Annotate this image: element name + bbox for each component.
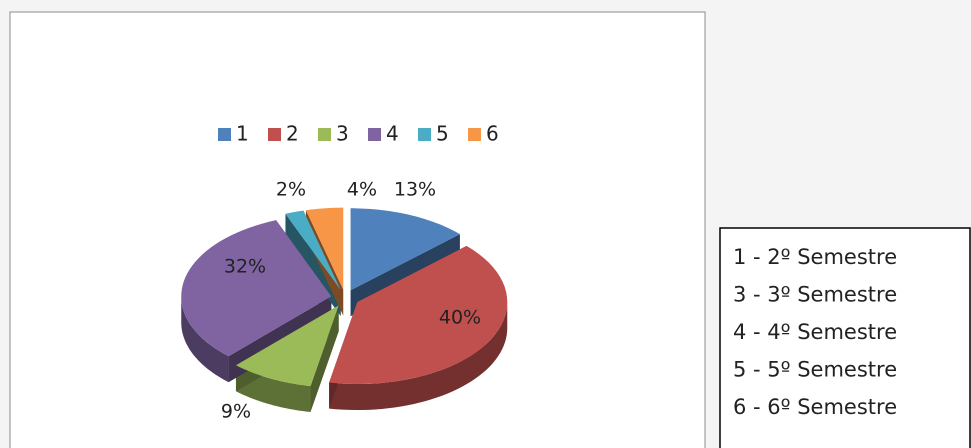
note-line: 5 - 5º Semestre [733,358,897,382]
data-label: 40% [439,307,481,329]
note-line: 1 - 2º Semestre [733,245,897,269]
slice [181,220,332,357]
legend-swatch [318,128,331,141]
legend-label: 6 [486,122,499,146]
legend-label: 2 [286,122,299,146]
data-label: 4% [347,179,377,201]
note-line: 4 - 4º Semestre [733,320,897,344]
data-label: 32% [224,256,266,278]
slice [350,208,460,291]
legend-swatch [368,128,381,141]
slice-side [329,302,508,411]
data-label: 9% [221,401,251,423]
note-line: 3 - 3º Semestre [733,283,897,307]
legend-label: 3 [336,122,349,146]
slice [329,245,508,385]
slice-side [181,296,229,383]
slice [285,210,341,291]
legend-label: 5 [436,122,449,146]
note-line: 6 - 6º Semestre [733,395,897,419]
data-label: 13% [394,179,436,201]
data-label: 2% [276,179,306,201]
slice [235,305,339,387]
legend-swatch [268,128,281,141]
legend-label: 4 [386,122,399,146]
legend-label: 1 [236,122,249,146]
note-box [719,227,971,448]
legend-swatch [218,128,231,141]
legend-swatch [418,128,431,141]
slice [305,207,344,290]
legend-swatch [468,128,481,141]
